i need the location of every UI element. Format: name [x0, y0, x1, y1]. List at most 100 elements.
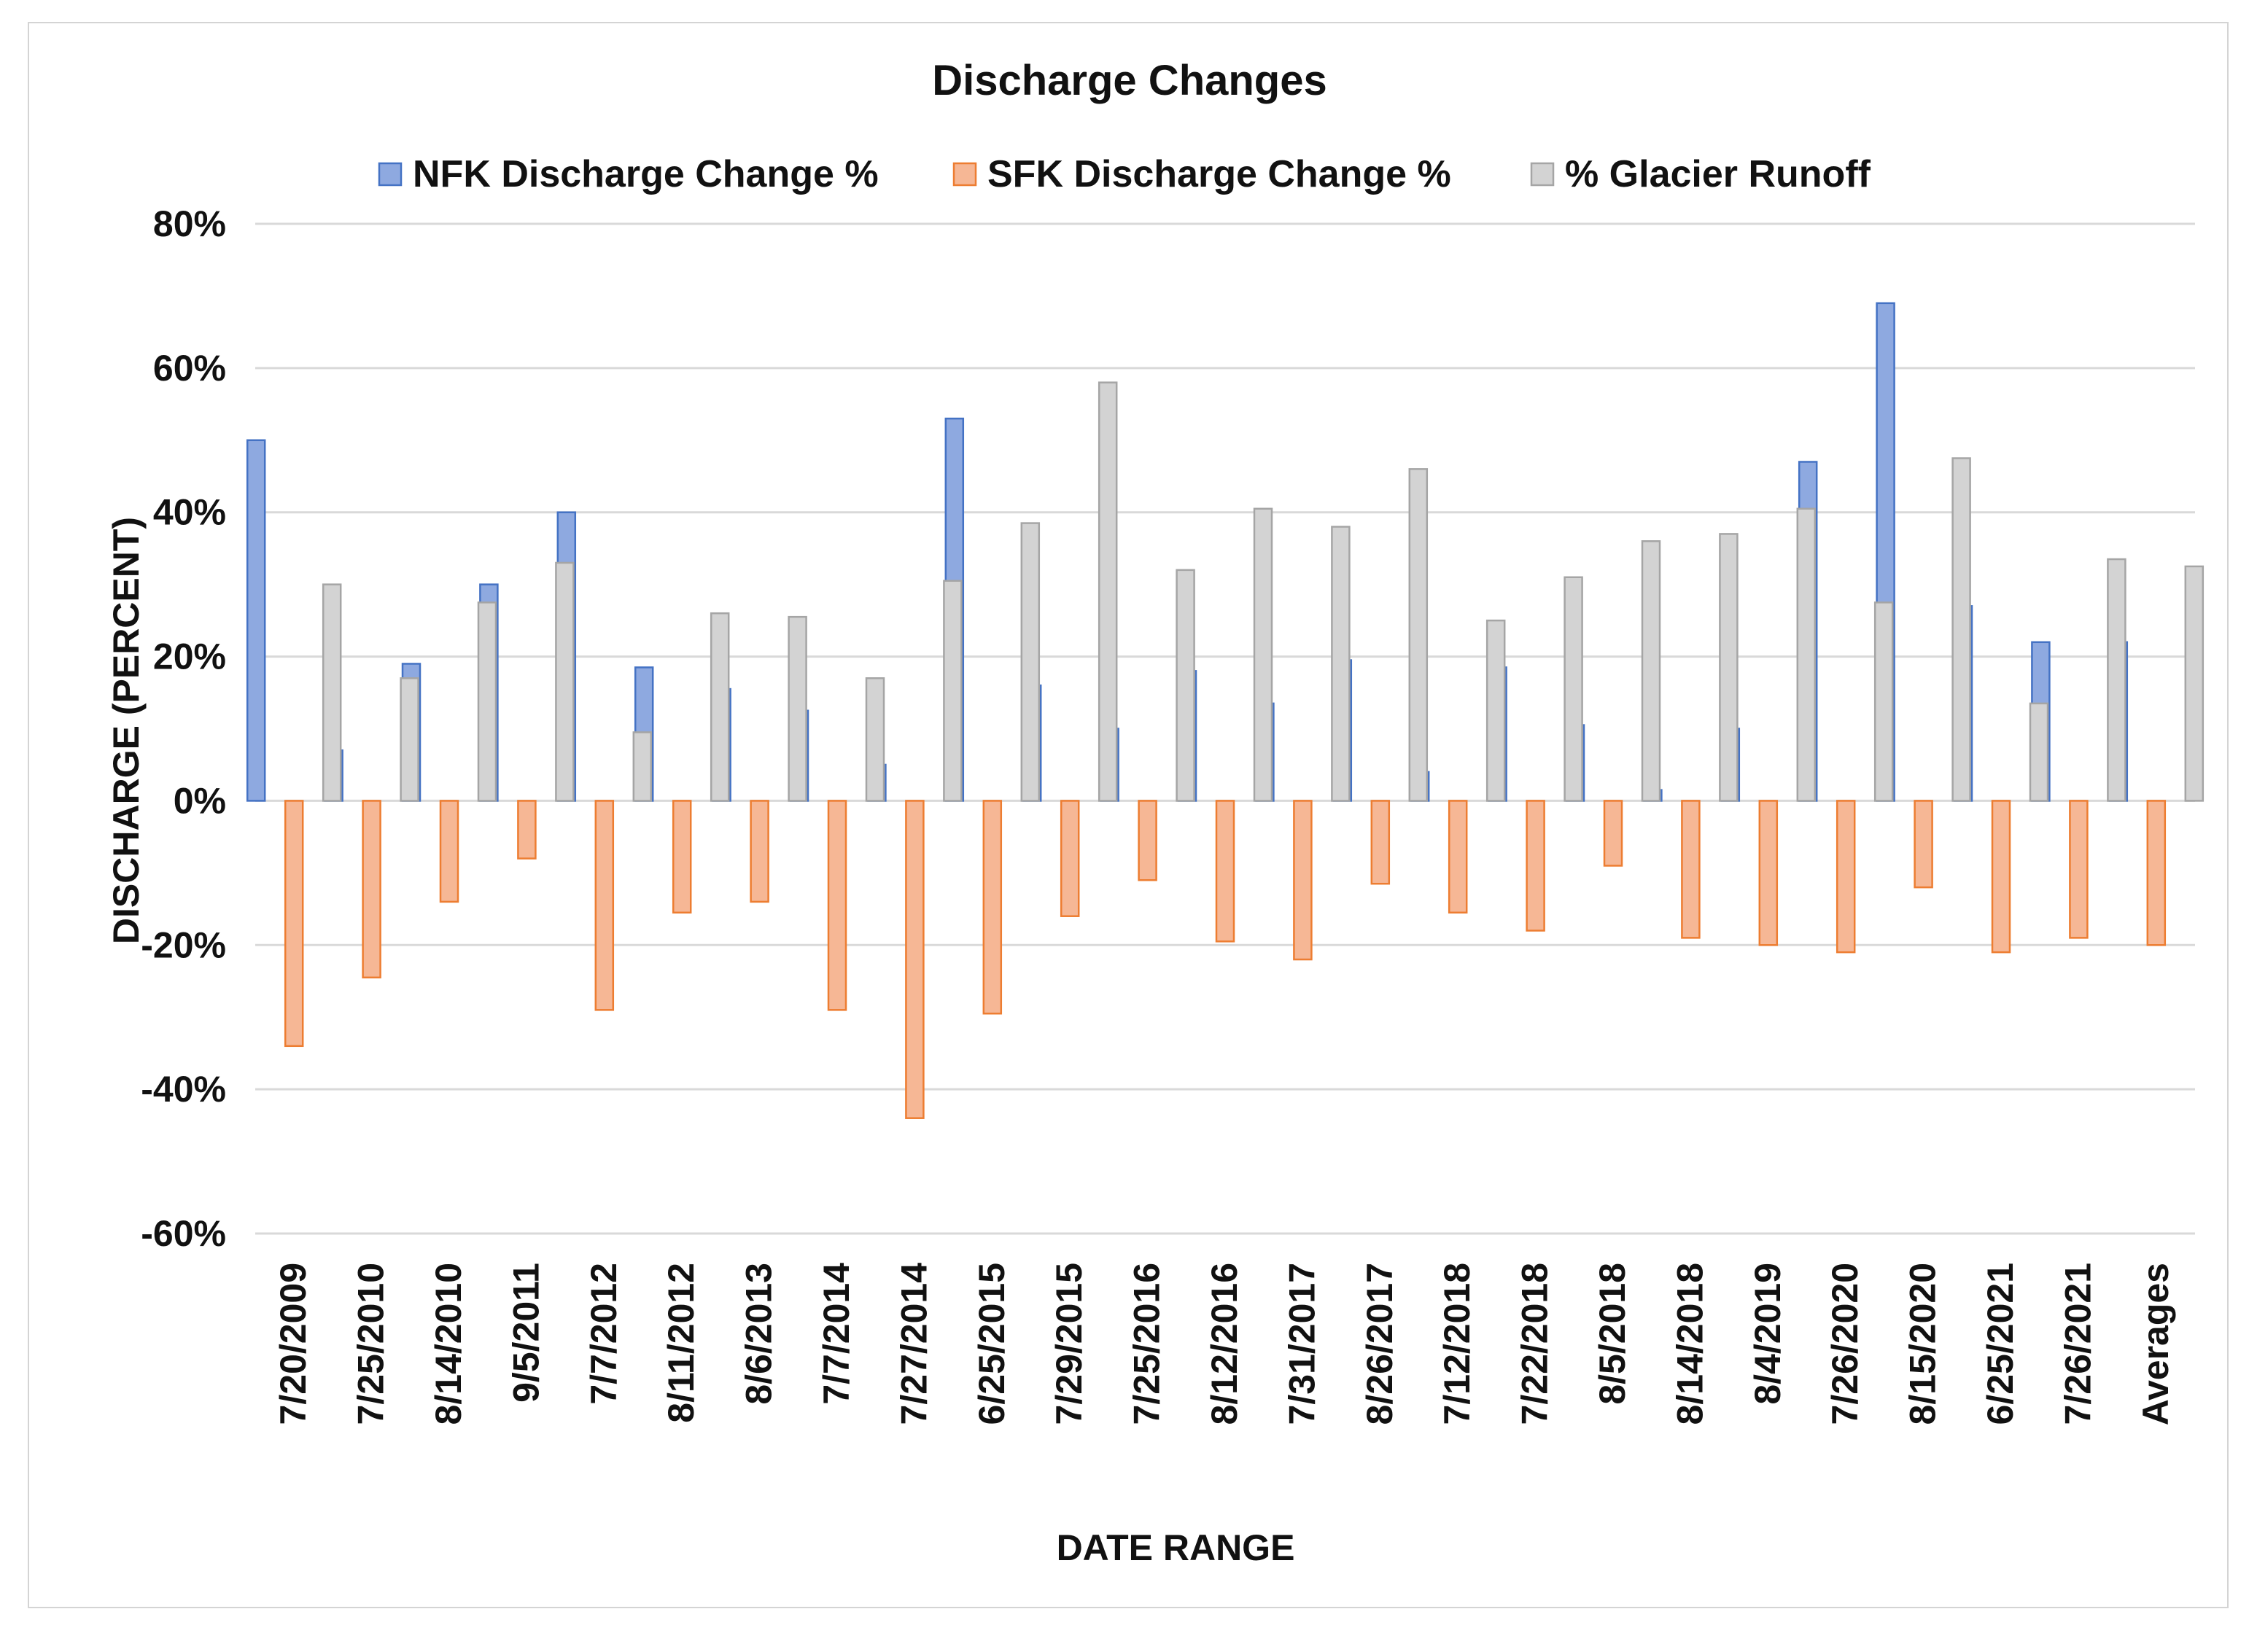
bar-series-1 — [246, 439, 266, 802]
x-tick-label: 9/5/2011 — [505, 1263, 546, 1403]
y-axis-title: DISCHARGE (PERCENT) — [106, 517, 147, 944]
legend-swatch — [378, 162, 403, 187]
x-tick-label: 8/12/2016 — [1204, 1263, 1245, 1425]
x-tick-label: 8/15/2020 — [1903, 1263, 1943, 1425]
legend-swatch — [952, 162, 977, 187]
bar-series-2 — [672, 800, 692, 914]
bar-series-2 — [517, 800, 537, 860]
bar-series-3 — [400, 677, 419, 802]
bar-series-3 — [2029, 702, 2049, 802]
bar-series-2 — [1681, 800, 1701, 939]
bar-series-2 — [1914, 800, 1933, 889]
bar-series-3 — [1485, 619, 1506, 802]
y-tick-label: -60% — [141, 1213, 226, 1254]
bar-series-3 — [788, 615, 807, 802]
bar-series-2 — [362, 800, 381, 979]
y-tick-label: 80% — [153, 203, 226, 244]
bar-series-2 — [594, 800, 615, 1011]
y-tick-label: 0% — [174, 780, 226, 821]
bar-series-2 — [1370, 800, 1391, 885]
x-tick-label: 7/25/2016 — [1127, 1263, 1168, 1425]
x-tick-label: 7/29/2015 — [1049, 1263, 1089, 1425]
legend-label: % Glacier Runoff — [1565, 153, 1871, 195]
bar-series-2 — [1448, 800, 1468, 914]
bar-series-3 — [943, 580, 963, 802]
bar-series-3 — [1331, 526, 1351, 802]
x-tick-label: 8/26/2017 — [1359, 1263, 1400, 1425]
bar-series-3 — [322, 583, 342, 802]
bar-series-2 — [2146, 800, 2167, 946]
bar-series-2 — [1215, 800, 1235, 943]
x-tick-label: 8/14/2010 — [428, 1263, 469, 1425]
bar-series-3 — [1408, 468, 1429, 802]
legend-swatch — [1530, 162, 1555, 187]
bar-series-2 — [1836, 800, 1856, 954]
x-tick-label: 8/6/2013 — [739, 1263, 780, 1405]
bar-series-2 — [1991, 800, 2011, 954]
bar-series-3 — [1020, 522, 1041, 802]
x-tick-label: 8/14/2018 — [1669, 1263, 1710, 1425]
bar-series-3 — [1176, 569, 1195, 802]
x-tick-label: 7/27/2014 — [893, 1263, 934, 1425]
bar-series-2 — [1060, 800, 1080, 917]
bar-series-2 — [827, 800, 847, 1011]
x-tick-label: 6/25/2015 — [971, 1263, 1012, 1425]
x-tick-label: Averages — [2135, 1263, 2176, 1425]
bar-series-2 — [1293, 800, 1313, 961]
bar-series-3 — [1951, 457, 1971, 802]
y-tick-label: 40% — [153, 492, 226, 533]
bar-series-2 — [1603, 800, 1623, 867]
bar-series-2 — [1526, 800, 1545, 932]
y-axis-ticks: 80% 60% 40% 20% 0% -20% -40% -60% — [141, 203, 226, 1254]
bar-series-3 — [2107, 558, 2126, 802]
x-tick-label: 8/5/2018 — [1592, 1263, 1633, 1405]
bar-series-3 — [555, 561, 575, 802]
chart-canvas: Discharge Changes NFK Discharge Change %… — [106, 57, 2205, 1568]
legend-label: NFK Discharge Change % — [413, 153, 879, 195]
bar-series-2 — [2069, 800, 2089, 939]
legend: NFK Discharge Change % SFK Discharge Chan… — [378, 153, 1871, 195]
bar-series-2 — [1138, 800, 1157, 881]
x-tick-label: 7/20/2009 — [273, 1263, 314, 1425]
bar-series-3 — [1098, 381, 1118, 802]
bar-series-2 — [905, 800, 925, 1119]
bar-series-3 — [1719, 533, 1739, 802]
bar-series-3 — [865, 677, 885, 802]
y-tick-label: -40% — [141, 1069, 226, 1110]
y-tick-label: -20% — [141, 924, 226, 965]
bar-series-3 — [477, 601, 497, 802]
bar-series-3 — [632, 731, 653, 802]
bar-series-3 — [2184, 565, 2205, 802]
chart-title: Discharge Changes — [932, 57, 1327, 104]
bar-series-2 — [982, 800, 1003, 1015]
bar-series-2 — [439, 800, 459, 903]
y-tick-label: 20% — [153, 636, 226, 677]
gridlines — [255, 222, 2195, 1235]
x-tick-label: 8/4/2019 — [1747, 1263, 1788, 1405]
x-tick-label: 7/31/2017 — [1281, 1263, 1322, 1425]
x-tick-label: 7/12/2018 — [1437, 1263, 1477, 1425]
legend-label: SFK Discharge Change % — [987, 153, 1451, 195]
x-tick-label: 8/11/2012 — [661, 1263, 702, 1423]
bars — [246, 302, 2205, 1119]
bar-series-2 — [284, 800, 304, 1048]
bar-series-3 — [1253, 507, 1273, 802]
bar-series-3 — [1873, 601, 1894, 802]
x-tick-label: 7/26/2021 — [2057, 1263, 2098, 1425]
chart-frame: Discharge Changes NFK Discharge Change %… — [28, 22, 2229, 1608]
x-tick-label: 7/7/2014 — [816, 1263, 857, 1405]
y-tick-label: 60% — [153, 348, 226, 389]
x-axis-ticks: 7/20/2009 7/25/2010 8/14/2010 9/5/2011 7/7/2… — [273, 1263, 2176, 1425]
bar-series-2 — [1758, 800, 1779, 946]
x-tick-label: 7/25/2010 — [351, 1263, 392, 1425]
x-tick-label: 7/26/2020 — [1825, 1263, 1865, 1425]
bar-series-3 — [1641, 540, 1661, 802]
x-tick-label: 6/25/2021 — [1980, 1263, 2021, 1425]
x-axis-title: DATE RANGE — [1057, 1527, 1295, 1568]
bar-series-2 — [750, 800, 769, 903]
bar-series-3 — [1796, 507, 1817, 802]
bar-series-3 — [710, 612, 730, 802]
bar-series-3 — [1564, 576, 1583, 802]
x-tick-label: 7/7/2012 — [583, 1263, 624, 1405]
x-tick-label: 7/22/2018 — [1515, 1263, 1555, 1425]
